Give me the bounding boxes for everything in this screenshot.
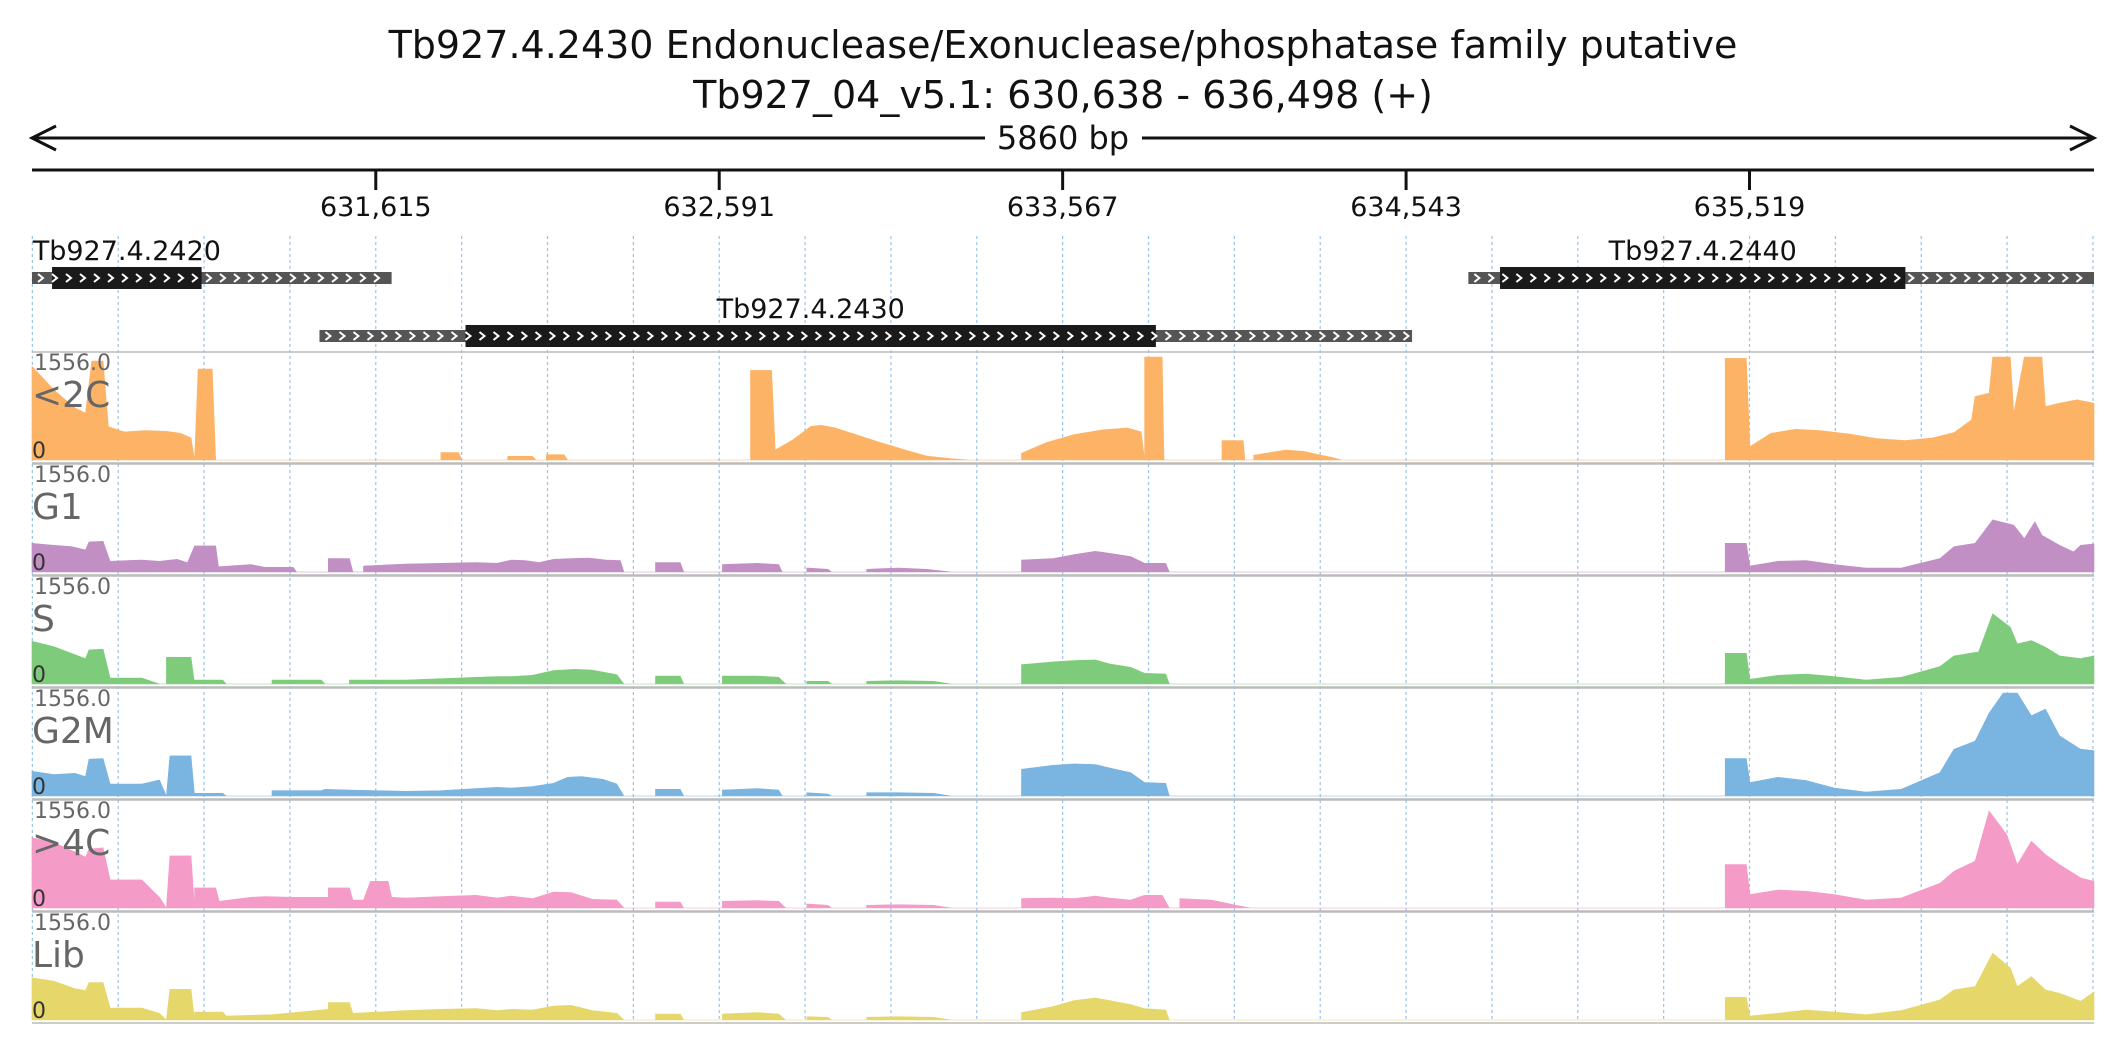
track-ymin-label: 0 bbox=[32, 999, 46, 1024]
track-ymin-label: 0 bbox=[32, 439, 46, 464]
strand-arrows bbox=[324, 331, 1411, 341]
track-ymin-label: 0 bbox=[32, 887, 46, 912]
ruler-tick-label: 635,519 bbox=[1694, 192, 1806, 223]
track-ymin-label: 0 bbox=[32, 663, 46, 688]
location-label: Tb927_04_v5.1: 630,638 - 636,498 (+) bbox=[692, 73, 1433, 117]
gene-label: Tb927.4.2440 bbox=[1608, 236, 1797, 267]
track-4C: 1556.0>4C 0 bbox=[31, 799, 2095, 912]
span-indicator: 5860 bp bbox=[28, 119, 2098, 157]
track-ymax-label: 1556.0 bbox=[34, 351, 111, 376]
gene-Tb927-4-2430[interactable]: Tb927.4.2430 bbox=[319, 294, 1413, 347]
coverage-area bbox=[31, 613, 2095, 685]
track-name-label: G1 bbox=[32, 487, 83, 528]
track-S: 1556.0S 0 bbox=[31, 575, 2095, 688]
track-name-label: >4C bbox=[32, 823, 110, 864]
span-arrowhead-right bbox=[2069, 124, 2098, 152]
track-ymax-label: 1556.0 bbox=[34, 463, 111, 488]
coverage-tracks: 1556.0<2C01556.0G101556.0S01556.0G2M0155… bbox=[31, 351, 2095, 1024]
span-label: 5860 bp bbox=[997, 119, 1129, 157]
gene-Tb927-4-2420[interactable]: Tb927.4.2420 bbox=[32, 236, 392, 289]
gene-label: Tb927.4.2430 bbox=[716, 294, 905, 325]
ruler-tick-label: 631,615 bbox=[320, 192, 432, 223]
gene-annotations: Tb927.4.2420 Tb927.4.2430 Tb927.4.2440 bbox=[32, 236, 2094, 347]
span-arrowhead-left bbox=[28, 124, 57, 152]
coverage-area bbox=[31, 952, 2095, 1021]
track-G1: 1556.0G1 0 bbox=[31, 463, 2095, 576]
coverage-area bbox=[31, 519, 2095, 573]
track-name-label: Lib bbox=[32, 935, 85, 976]
track-ymax-label: 1556.0 bbox=[34, 911, 111, 936]
strand-arrows bbox=[37, 273, 381, 283]
track-ymax-label: 1556.0 bbox=[34, 687, 111, 712]
coordinate-ruler: 631,615 632,591 633,567 634,543 635,519 bbox=[32, 168, 2094, 223]
coverage-area bbox=[31, 692, 2095, 797]
coverage-area bbox=[31, 356, 2095, 461]
track-name-label: G2M bbox=[32, 711, 114, 752]
strand-arrows bbox=[1473, 273, 2083, 283]
ruler-tick-label: 632,591 bbox=[663, 192, 775, 223]
gene-Tb927-4-2440[interactable]: Tb927.4.2440 bbox=[1468, 236, 2094, 289]
ruler-tick-label: 633,567 bbox=[1007, 192, 1119, 223]
gene-cds-block bbox=[465, 325, 1156, 347]
track-ymax-label: 1556.0 bbox=[34, 575, 111, 600]
track-name-label: S bbox=[32, 599, 55, 640]
coverage-area bbox=[31, 810, 2095, 909]
track-ymax-label: 1556.0 bbox=[34, 799, 111, 824]
track-2C: 1556.0<2C 0 bbox=[31, 351, 2095, 464]
gene-title: Tb927.4.2430 Endonuclease/Exonuclease/ph… bbox=[388, 23, 1738, 67]
track-ymin-label: 0 bbox=[32, 551, 46, 576]
gene-label: Tb927.4.2420 bbox=[32, 236, 221, 267]
ruler-tick-label: 634,543 bbox=[1350, 192, 1462, 223]
track-ymin-label: 0 bbox=[32, 775, 46, 800]
track-name-label: <2C bbox=[32, 375, 110, 416]
